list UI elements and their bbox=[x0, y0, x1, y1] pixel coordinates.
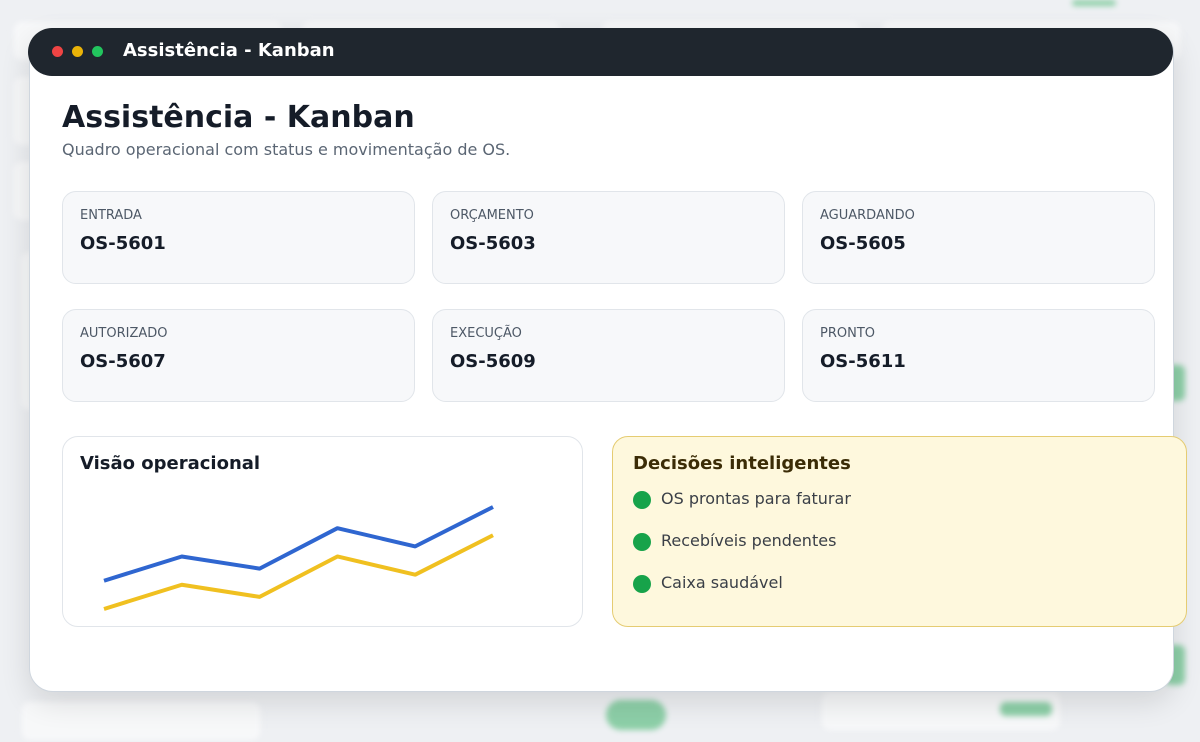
close-button[interactable] bbox=[52, 46, 63, 57]
status-card: AUTORIZADO OS-5607 bbox=[62, 309, 415, 402]
window-titlebar: Assistência - Kanban bbox=[28, 28, 1173, 76]
status-dot bbox=[633, 533, 651, 551]
window-title: Assistência - Kanban bbox=[123, 40, 335, 61]
card-label: ORÇAMENTO bbox=[450, 208, 534, 223]
chart-panel: Visão operacional bbox=[62, 436, 583, 627]
sparkline-chart bbox=[103, 505, 494, 611]
card-label: AUTORIZADO bbox=[80, 326, 168, 341]
line-series bbox=[103, 533, 494, 611]
panel-title: Decisões inteligentes bbox=[633, 453, 851, 474]
card-value: OS-5603 bbox=[450, 233, 536, 254]
status-card: EXECUÇÃO OS-5609 bbox=[432, 309, 785, 402]
card-value: OS-5611 bbox=[820, 351, 906, 372]
status-card: PRONTO OS-5611 bbox=[802, 309, 1155, 402]
card-value: OS-5601 bbox=[80, 233, 166, 254]
line-series bbox=[103, 505, 494, 583]
maximize-button[interactable] bbox=[92, 46, 103, 57]
status-card: ENTRADA OS-5601 bbox=[62, 191, 415, 284]
decision-text: Caixa saudável bbox=[661, 573, 783, 592]
page-title: Assistência - Kanban bbox=[62, 100, 415, 135]
status-card: ORÇAMENTO OS-5603 bbox=[432, 191, 785, 284]
card-value: OS-5607 bbox=[80, 351, 166, 372]
card-label: ENTRADA bbox=[80, 208, 142, 223]
status-dot bbox=[633, 575, 651, 593]
page: Assistência - Kanban html, body { margin… bbox=[12, 0, 1187, 742]
status-card: AGUARDANDO OS-5605 bbox=[802, 191, 1155, 284]
page-subtitle: Quadro operacional com status e moviment… bbox=[62, 140, 511, 159]
status-dot bbox=[633, 491, 651, 509]
decisions-panel: Decisões inteligentes OS prontas para fa… bbox=[612, 436, 1187, 627]
decision-text: Recebíveis pendentes bbox=[661, 531, 837, 550]
decision-text: OS prontas para faturar bbox=[661, 489, 851, 508]
card-label: AGUARDANDO bbox=[820, 208, 915, 223]
minimize-button[interactable] bbox=[72, 46, 83, 57]
card-value: OS-5609 bbox=[450, 351, 536, 372]
card-label: PRONTO bbox=[820, 326, 876, 341]
panel-title: Visão operacional bbox=[80, 453, 261, 474]
card-label: EXECUÇÃO bbox=[450, 326, 522, 341]
card-value: OS-5605 bbox=[820, 233, 906, 254]
screen: Assistência - Kanban Assistência - Kanba… bbox=[12, 0, 1187, 742]
